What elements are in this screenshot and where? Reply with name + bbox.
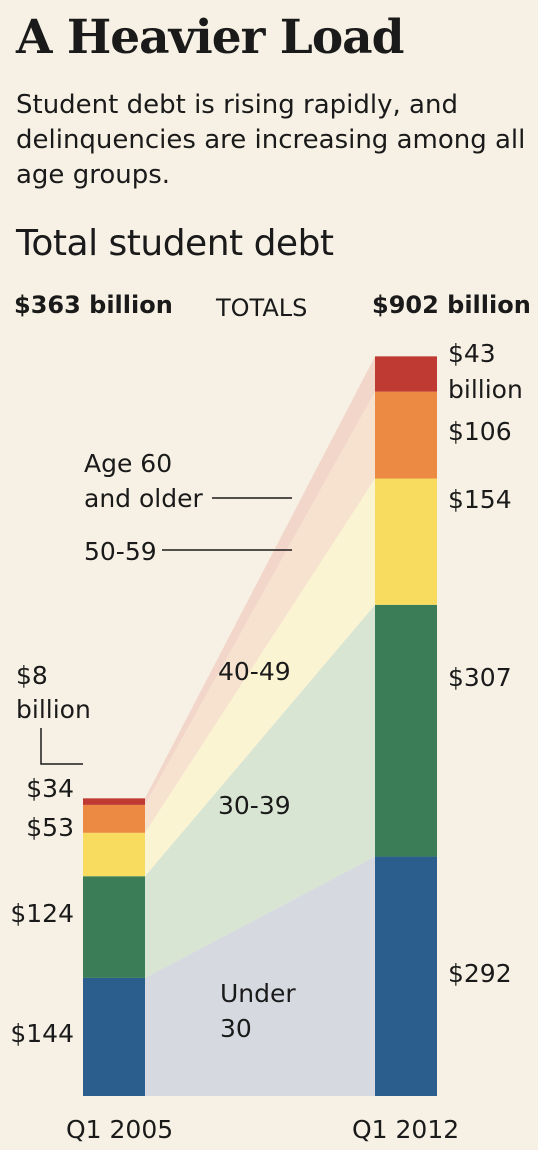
series-label-60-line1: Age 60 <box>84 449 172 478</box>
series-label-under-30-line2: 30 <box>220 1014 252 1043</box>
band-50-59 <box>145 391 375 833</box>
value-label-2012-2: $154 <box>448 485 512 514</box>
value-label-2012-3: $106 <box>448 417 512 446</box>
chart-title: Total student debt <box>16 223 334 264</box>
x-label-2012: Q1 2012 <box>352 1115 459 1144</box>
bar-segment-2005-50-59 <box>83 804 145 833</box>
bar-segment-2012-50-59 <box>375 391 437 479</box>
totals-label: TOTALS <box>215 294 307 322</box>
leader-lines <box>40 497 292 765</box>
bars <box>83 356 437 1096</box>
band-40-49 <box>145 478 375 877</box>
bar-segment-2012-under-30 <box>375 856 437 1096</box>
series-label-under-30-line1: Under <box>220 979 296 1008</box>
x-label-2005: Q1 2005 <box>66 1115 173 1144</box>
deck: Student debt is rising rapidly, and deli… <box>16 90 526 190</box>
value-label-2005-0: $144 <box>10 1019 74 1048</box>
value-label-2005-4-unit: billion <box>16 695 91 724</box>
series-label-60-line2: and older <box>84 484 203 513</box>
bar-segment-2005-30-39 <box>83 876 145 978</box>
series-label-50-59: 50-59 <box>84 537 157 566</box>
value-label-2005-2: $53 <box>26 813 74 842</box>
band-under-30 <box>145 856 375 1096</box>
bar-segment-2005-age-60-and-older <box>83 798 145 805</box>
bar-segment-2012-30-39 <box>375 604 437 857</box>
total-2012: $902 billion <box>372 291 531 319</box>
total-2005: $363 billion <box>14 291 173 319</box>
value-label-2005-4-amount: $8 <box>16 661 48 690</box>
value-label-2012-4-unit: billion <box>448 375 523 404</box>
bar-segment-2012-40-49 <box>375 478 437 605</box>
value-label-2012-1: $307 <box>448 663 512 692</box>
leader-8-billion <box>40 728 83 765</box>
bar-segment-2012-age-60-and-older <box>375 356 437 392</box>
growth-bands <box>145 356 375 1096</box>
value-label-2005-3: $34 <box>26 774 74 803</box>
series-label-30-39: 30-39 <box>218 791 291 820</box>
labels: $363 billion TOTALS $902 billion Q1 2005 Q1 … <box>10 291 530 1144</box>
value-label-2012-0: $292 <box>448 959 512 988</box>
value-label-2012-4-amount: $43 <box>448 339 496 368</box>
series-label-40-49: 40-49 <box>218 657 291 686</box>
headline: A Heavier Load <box>16 10 404 65</box>
band-30-39 <box>145 604 375 978</box>
band-age-60-and-older <box>145 356 375 805</box>
value-label-2005-1: $124 <box>10 899 74 928</box>
bar-segment-2005-under-30 <box>83 977 145 1096</box>
bar-segment-2005-40-49 <box>83 832 145 877</box>
